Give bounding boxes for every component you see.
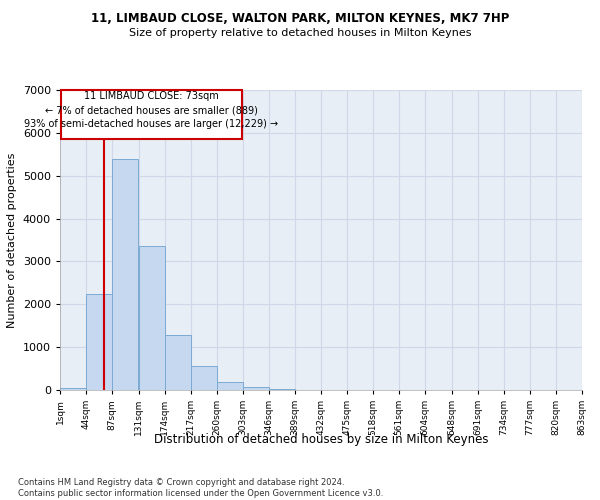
FancyBboxPatch shape	[61, 90, 242, 140]
Bar	[243, 386, 269, 390]
Text: Size of property relative to detached houses in Milton Keynes: Size of property relative to detached ho…	[129, 28, 471, 38]
Text: ← 7% of detached houses are smaller (889): ← 7% of detached houses are smaller (889…	[45, 106, 258, 116]
Text: Contains HM Land Registry data © Crown copyright and database right 2024.
Contai: Contains HM Land Registry data © Crown c…	[18, 478, 383, 498]
Text: Distribution of detached houses by size in Milton Keynes: Distribution of detached houses by size …	[154, 432, 488, 446]
Bar	[139, 246, 165, 390]
Bar	[60, 388, 86, 390]
Bar	[269, 388, 295, 390]
Bar	[217, 382, 243, 390]
Bar	[191, 366, 217, 390]
Text: 11, LIMBAUD CLOSE, WALTON PARK, MILTON KEYNES, MK7 7HP: 11, LIMBAUD CLOSE, WALTON PARK, MILTON K…	[91, 12, 509, 26]
Bar	[112, 158, 138, 390]
Text: 11 LIMBAUD CLOSE: 73sqm: 11 LIMBAUD CLOSE: 73sqm	[84, 92, 219, 102]
Text: 93% of semi-detached houses are larger (12,229) →: 93% of semi-detached houses are larger (…	[25, 120, 278, 130]
Y-axis label: Number of detached properties: Number of detached properties	[7, 152, 17, 328]
Bar	[165, 335, 191, 390]
Bar	[86, 294, 112, 390]
